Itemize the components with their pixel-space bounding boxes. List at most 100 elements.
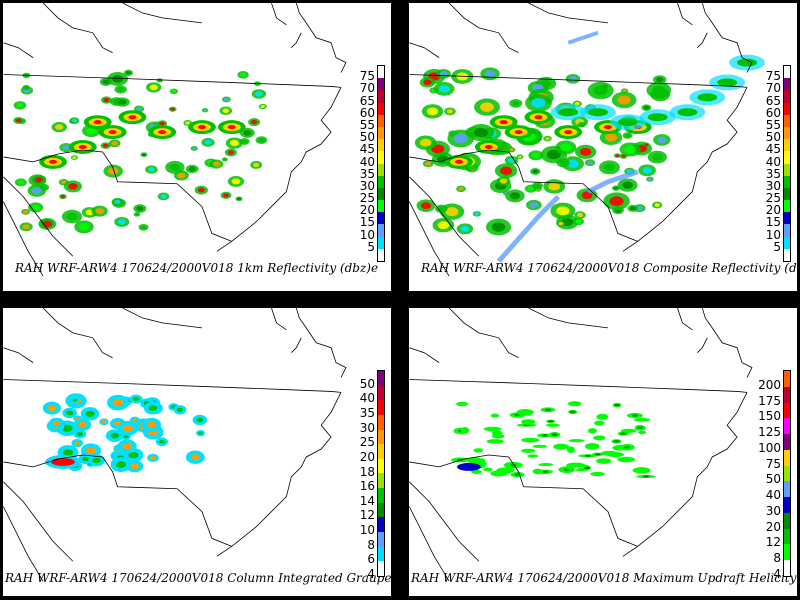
- potomac-river: [271, 3, 287, 26]
- storm-core: [546, 149, 561, 160]
- colorbar-swatch: [378, 517, 384, 533]
- colorbar-tick-label: 8: [773, 551, 781, 566]
- colorbar-tick-label: 20: [359, 449, 375, 464]
- storm-core: [446, 109, 454, 114]
- colorbar-tick-label: 30: [765, 178, 781, 193]
- storm-core: [253, 162, 260, 168]
- colorbar-swatch: [784, 248, 790, 261]
- storm-core: [135, 213, 139, 216]
- helicity-max: [457, 462, 481, 471]
- map-canvas: [3, 308, 347, 582]
- storm-core: [518, 155, 522, 158]
- storm-band-core: [588, 108, 608, 117]
- colorbar-tick-label: 75: [765, 456, 781, 471]
- colorbar: 200 175 150 125 100 75 50 40 30 20 12 8 4: [758, 308, 795, 596]
- storm-core: [258, 137, 265, 143]
- helicity-track: [532, 444, 548, 448]
- colorbar-tick-label: 50: [765, 130, 781, 145]
- storm-core: [192, 147, 197, 150]
- panel-caption: RAH WRF-ARW4 170624/2000V018 Composite R…: [421, 261, 798, 275]
- storm-core: [484, 70, 496, 78]
- colorbar-swatch: [784, 497, 790, 513]
- colorbar-swatch: [784, 66, 790, 79]
- colorbar-tick-label: 35: [359, 166, 375, 181]
- storm-core: [177, 172, 186, 179]
- colorbar-swatch: [784, 481, 790, 498]
- storm-core: [241, 139, 248, 144]
- storm-core: [31, 204, 40, 211]
- graupel-core: [74, 441, 81, 445]
- storm-core: [243, 130, 252, 136]
- graupel-core: [196, 417, 204, 423]
- coast-west: [3, 201, 44, 277]
- helicity-track-core: [637, 426, 644, 430]
- colorbar-tick-label: 4: [773, 567, 781, 581]
- storm-core: [458, 187, 464, 191]
- colorbar-swatch: [378, 502, 384, 518]
- colorbar-swatch: [378, 444, 384, 459]
- storm-core: [636, 205, 643, 211]
- storm-core: [603, 163, 616, 172]
- updraft-helicity-panel: RAH WRF-ARW4 170624/2000V018 Maximum Upd…: [408, 307, 798, 597]
- coastline-nc: [216, 87, 342, 252]
- storm-core: [445, 207, 459, 217]
- colorbar-swatch: [378, 114, 384, 127]
- colorbar: 50 40 35 30 25 20 18 16 14 12 10 8 6 4: [359, 308, 389, 596]
- storm-core: [480, 102, 494, 112]
- state-border-nc-sc: [439, 454, 638, 547]
- map-canvas: [3, 3, 347, 277]
- helicity-track-core: [569, 410, 576, 414]
- graupel-cells: [42, 393, 208, 473]
- composite-reflectivity-panel: RAH WRF-ARW4 170624/2000V018 Composite R…: [408, 2, 798, 292]
- helicity-track: [567, 401, 582, 407]
- graupel-core: [138, 426, 144, 430]
- storm-core: [171, 89, 177, 93]
- colorbar-tick-label: 20: [359, 203, 375, 218]
- colorbar-tick-label: 65: [359, 93, 375, 108]
- helicity-track: [596, 458, 612, 464]
- storm-core: [103, 98, 110, 103]
- storm-core: [423, 79, 432, 86]
- colorbar-tick-label: 25: [765, 191, 781, 206]
- colorbar-tick-label: 100: [758, 440, 781, 455]
- graupel-core: [148, 405, 158, 411]
- storm-core: [624, 133, 631, 138]
- storm-core: [212, 161, 221, 167]
- potomac-river: [677, 308, 693, 331]
- helicity-track-core: [547, 420, 554, 423]
- storm-core: [185, 121, 190, 125]
- helicity-track: [491, 430, 503, 437]
- colorbar-swatch: [378, 414, 384, 430]
- graupel-core: [82, 456, 90, 462]
- storm-core: [615, 154, 620, 157]
- storm-cluster-peak: [128, 115, 137, 120]
- storm-core: [148, 167, 155, 172]
- graupel-core: [101, 420, 107, 424]
- colorbar-swatch: [378, 139, 384, 152]
- storm-band-sw: [496, 194, 561, 263]
- colorbar-swatch: [378, 561, 384, 576]
- colorbar-swatch: [784, 163, 790, 176]
- graupel-core: [61, 424, 73, 432]
- colorbar-swatch: [378, 126, 384, 140]
- colorbar-swatch: [784, 114, 790, 127]
- storm-core: [509, 192, 521, 200]
- potomac-river: [677, 3, 693, 26]
- colorbar-strip: [377, 65, 385, 262]
- state-border-west: [3, 156, 34, 163]
- state-border-va-nc: [409, 379, 748, 393]
- storm-cluster-peak: [603, 125, 612, 130]
- storm-core: [55, 124, 64, 130]
- colorbar-tick-label: 70: [765, 81, 781, 96]
- storm-core: [438, 85, 450, 93]
- basemap: [3, 3, 347, 277]
- storm-core: [624, 145, 636, 154]
- state-border-west: [409, 461, 440, 468]
- graupel-core: [75, 417, 80, 420]
- storm-core: [66, 212, 78, 221]
- storm-core: [15, 118, 22, 123]
- storm-core: [491, 222, 506, 232]
- helicity-track-core: [613, 440, 620, 443]
- colorbar-swatch: [784, 528, 790, 545]
- storm-core: [22, 224, 30, 230]
